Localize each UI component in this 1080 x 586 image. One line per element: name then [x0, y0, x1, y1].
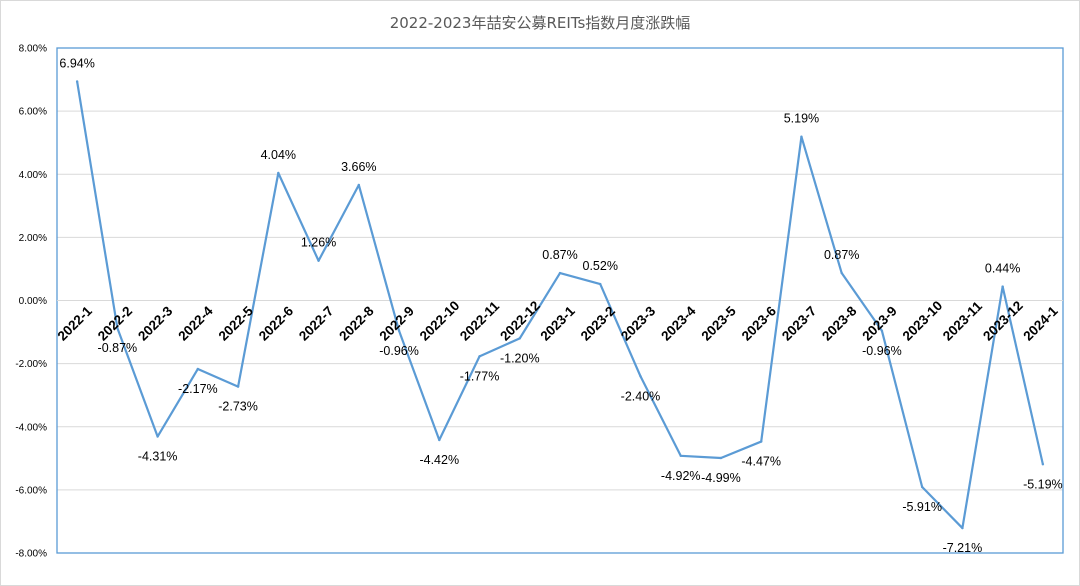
y-tick-label: -2.00%	[15, 359, 47, 370]
data-label: 0.87%	[824, 248, 859, 262]
x-tick-label: 2023-10	[900, 298, 946, 344]
data-label: -2.73%	[218, 400, 258, 414]
x-tick-label: 2022-6	[256, 303, 297, 344]
data-label: -7.21%	[943, 541, 983, 555]
x-tick-label: 2024-1	[1020, 303, 1061, 344]
data-label: -4.31%	[138, 450, 178, 464]
data-point	[558, 271, 562, 275]
data-label: -2.40%	[621, 389, 661, 403]
x-tick-label: 2023-7	[779, 303, 819, 343]
x-tick-label: 2023-6	[739, 303, 780, 344]
x-tick-label: 2023-4	[658, 303, 699, 344]
data-point	[478, 355, 481, 358]
y-tick-label: 4.00%	[19, 170, 47, 181]
data-point	[840, 271, 843, 275]
data-label: 3.66%	[341, 160, 376, 174]
chart-title: 2022-2023年喆安公募REITs指数月度涨跌幅	[389, 14, 691, 32]
x-tick-label: 2023-8	[819, 303, 860, 344]
x-tick-label: 2023-3	[618, 303, 659, 344]
x-tick-label: 2022-3	[135, 303, 176, 344]
data-point	[760, 440, 763, 443]
data-point	[719, 456, 723, 460]
data-label: 1.26%	[301, 236, 336, 250]
x-tick-label: 2022-10	[417, 298, 463, 344]
data-point	[357, 183, 360, 187]
data-label: 5.19%	[784, 112, 819, 126]
data-point	[397, 329, 401, 332]
data-label: 4.04%	[261, 148, 296, 162]
data-point	[1041, 463, 1045, 466]
data-label: -1.77%	[460, 369, 500, 383]
data-label: -0.96%	[862, 344, 902, 358]
data-label: -4.42%	[419, 453, 459, 467]
data-label: -4.47%	[741, 455, 781, 469]
data-label: -1.20%	[500, 351, 540, 365]
x-tick-label: 2023-1	[538, 303, 579, 344]
x-tick-label: 2023-12	[980, 298, 1026, 344]
data-point	[639, 375, 642, 378]
data-point	[116, 326, 119, 330]
x-tick-label: 2022-7	[296, 303, 336, 343]
data-label: -4.92%	[661, 469, 701, 483]
x-tick-label: 2022-4	[175, 303, 216, 344]
y-tick-label: -6.00%	[15, 485, 47, 496]
x-tick-label: 2023-5	[698, 303, 739, 344]
y-tick-label: -8.00%	[15, 549, 47, 560]
data-point	[518, 337, 521, 340]
y-tick-label: 6.00%	[19, 107, 47, 118]
x-tick-label: 2022-11	[457, 298, 502, 343]
data-point	[679, 454, 682, 457]
data-label: -0.96%	[379, 344, 419, 358]
data-point	[800, 135, 803, 138]
x-tick-label: 2022-9	[377, 303, 417, 343]
y-tick-label: 2.00%	[19, 233, 47, 244]
data-label: -5.19%	[1023, 477, 1063, 491]
x-tick-label: 2023-9	[859, 303, 899, 343]
data-point	[236, 385, 240, 388]
series-line	[76, 81, 1044, 530]
x-tick-label: 2023-11	[940, 298, 985, 343]
data-label: 0.52%	[583, 259, 618, 273]
data-point	[196, 367, 200, 371]
y-tick-label: 0.00%	[19, 296, 47, 307]
data-point	[880, 329, 884, 332]
data-label: 0.44%	[985, 262, 1020, 276]
x-tick-label: 2023-2	[578, 303, 618, 343]
data-point	[317, 259, 320, 262]
data-label: -0.87%	[98, 341, 138, 355]
data-point	[920, 485, 924, 489]
y-tick-label: 8.00%	[19, 44, 47, 55]
data-label: 6.94%	[59, 56, 94, 70]
data-label: 0.87%	[542, 248, 577, 262]
data-point	[438, 438, 441, 442]
data-point	[1001, 285, 1004, 288]
data-label: -2.17%	[178, 382, 218, 396]
data-point	[156, 435, 159, 438]
data-label: -5.91%	[902, 500, 942, 514]
data-point	[75, 80, 79, 83]
data-point	[277, 171, 280, 175]
data-point	[961, 526, 964, 530]
data-point	[599, 282, 602, 286]
x-tick-label: 2022-1	[55, 303, 96, 344]
y-tick-label: -4.00%	[15, 422, 47, 433]
x-tick-label: 2022-8	[336, 303, 377, 344]
data-label: -4.99%	[701, 471, 741, 485]
